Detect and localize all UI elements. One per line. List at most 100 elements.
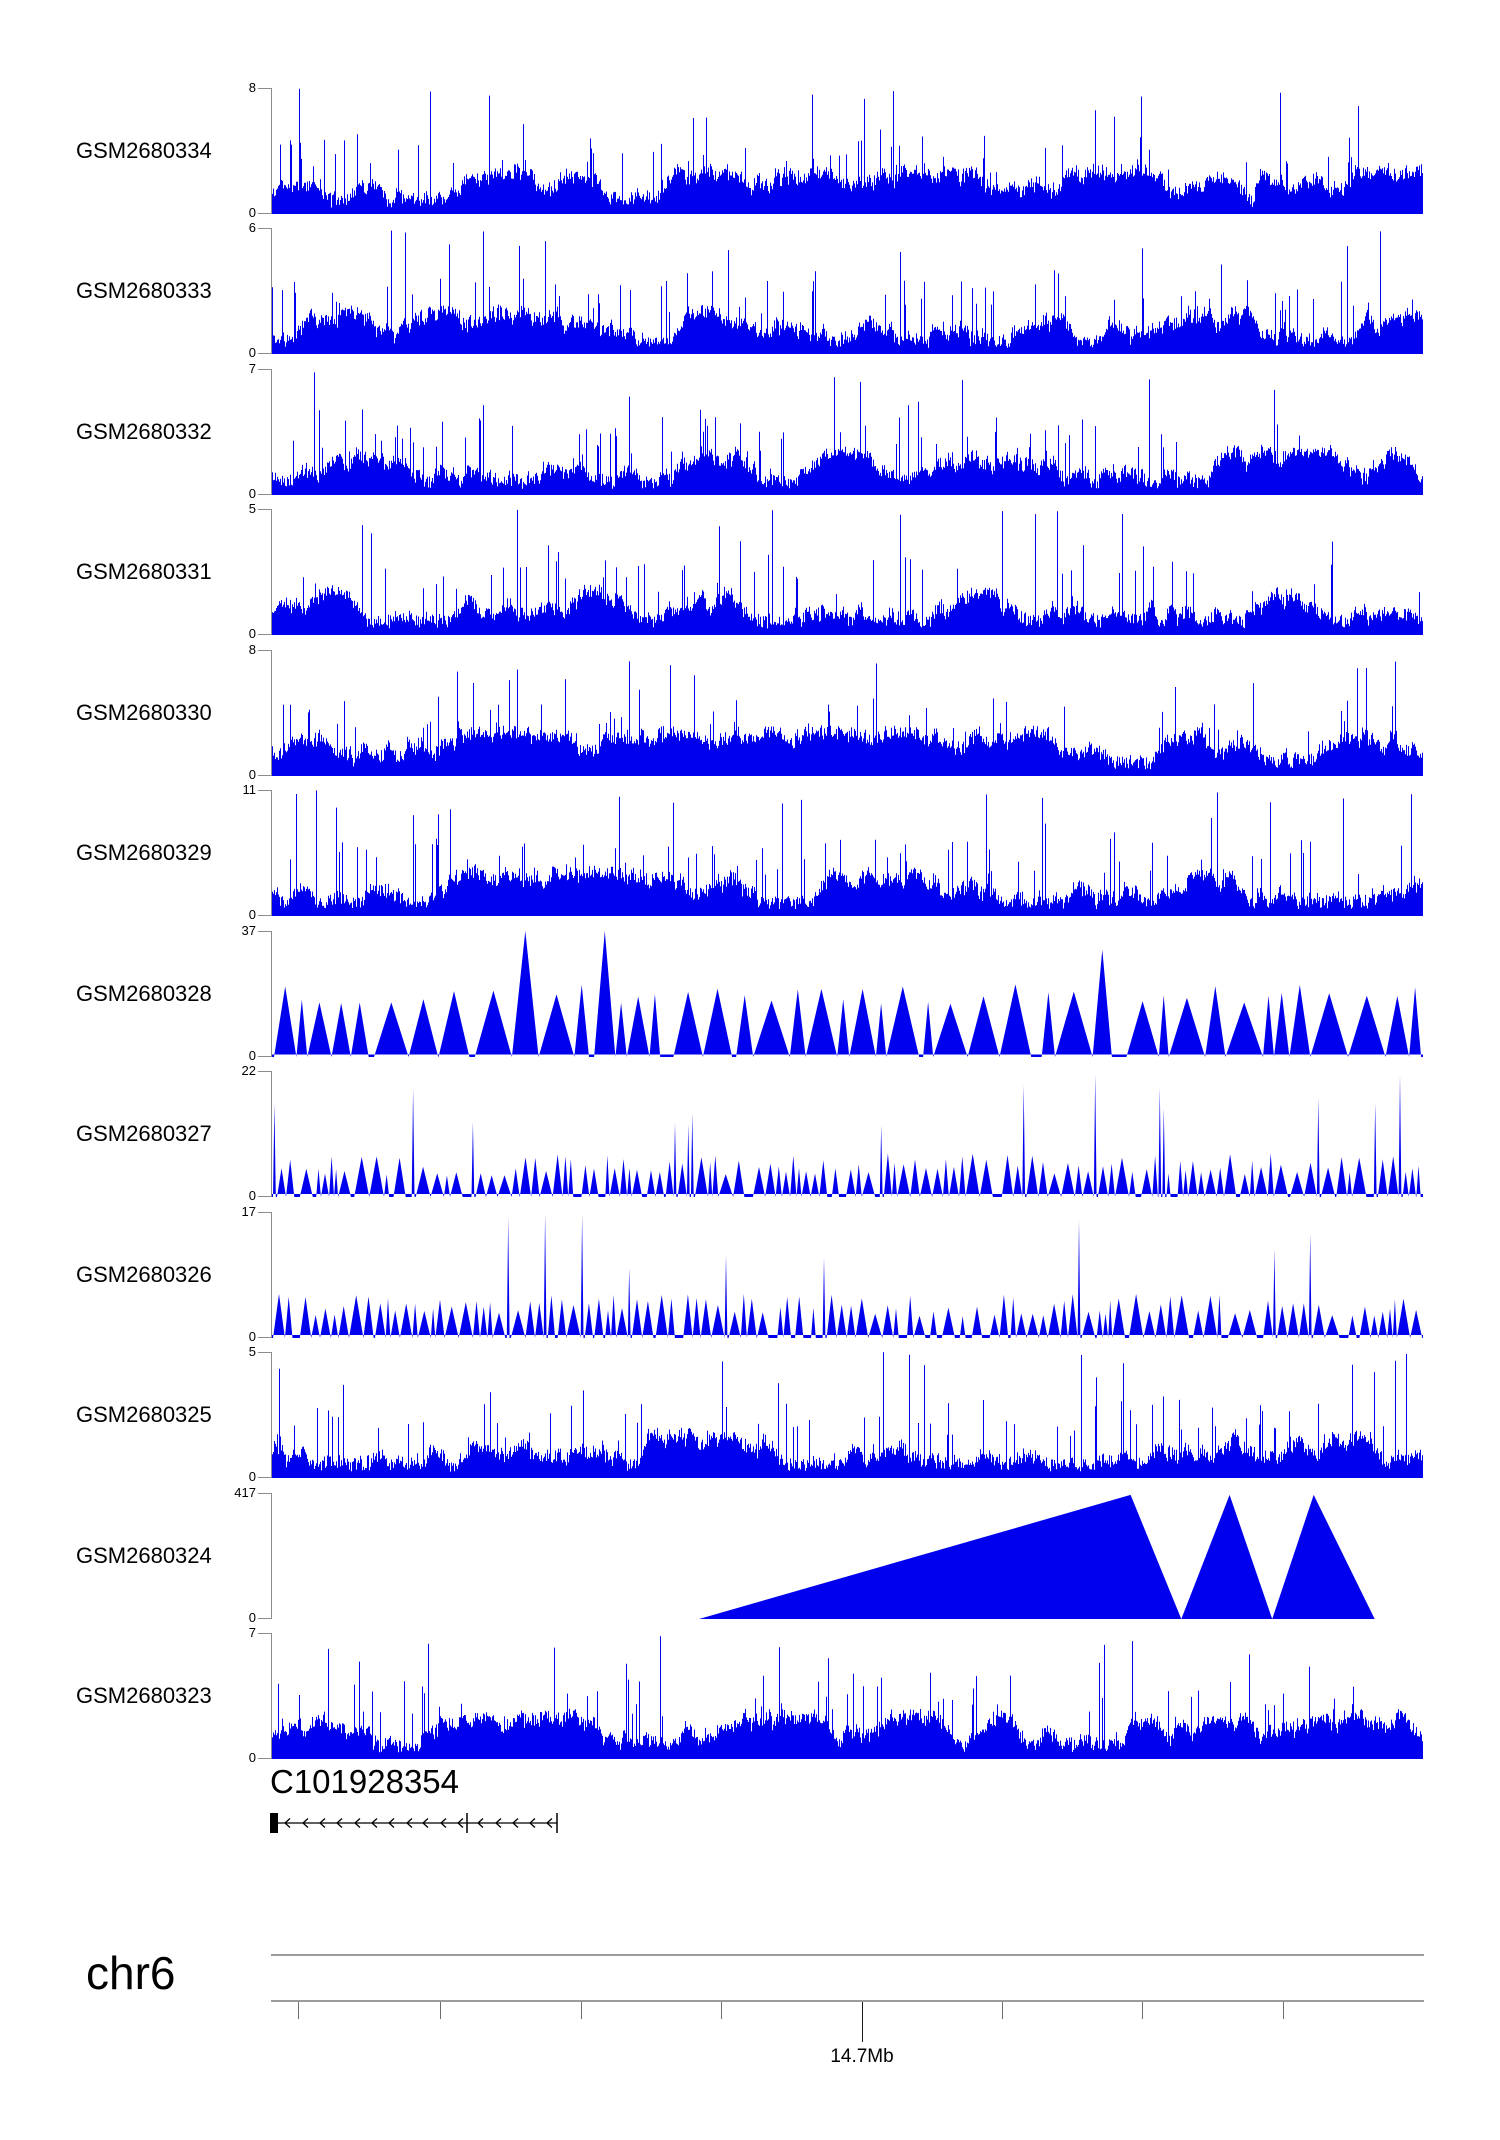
y-axis: [271, 509, 272, 635]
coverage-signal: [272, 1352, 1423, 1478]
coverage-signal: [272, 661, 1423, 776]
y-axis: [271, 1212, 272, 1338]
ruler-major-tick: [862, 2002, 863, 2042]
axis-baseline-label: 0: [248, 1610, 256, 1625]
y-axis-top-tick: [258, 509, 271, 510]
axis-baseline-label: 0: [248, 767, 256, 782]
y-axis-top-tick: [258, 1352, 271, 1353]
strand-arrow-icon: [457, 1818, 464, 1828]
axis-baseline-label: 0: [248, 1188, 256, 1203]
strand-arrow-icon: [422, 1818, 429, 1828]
position-label: 14.7Mb: [830, 2046, 894, 2067]
y-axis-top-tick: [258, 369, 271, 370]
ruler-minor-tick: [1002, 2002, 1003, 2019]
y-axis-top-tick: [258, 1633, 271, 1634]
y-axis-bottom-tick: [258, 1477, 271, 1478]
y-axis-bottom-tick: [258, 1337, 271, 1338]
y-axis: [271, 1493, 272, 1619]
y-axis-top-tick: [258, 790, 271, 791]
y-axis-bottom-tick: [258, 353, 271, 354]
ruler-bottom-line: [271, 2000, 1424, 2002]
y-axis: [271, 228, 272, 354]
axis-max-label: 5: [248, 501, 256, 516]
track-label: GSM2680334: [76, 138, 212, 163]
coverage-signal: [272, 88, 1423, 214]
ruler-minor-tick: [1283, 2002, 1284, 2019]
y-axis-top-tick: [258, 931, 271, 932]
axis-baseline-label: 0: [248, 907, 256, 922]
coverage-signal: [272, 790, 1423, 916]
axis-baseline-label: 0: [248, 1469, 256, 1484]
strand-arrow-icon: [477, 1818, 484, 1828]
strand-arrow-icon: [546, 1818, 553, 1828]
ruler-top-line: [271, 1954, 1424, 1956]
strand-arrow-icon: [529, 1818, 536, 1828]
coverage-signal: [699, 1494, 1375, 1619]
strand-arrow-icon: [406, 1818, 413, 1828]
y-axis: [271, 1633, 272, 1759]
axis-baseline-label: 0: [248, 205, 256, 220]
y-axis-bottom-tick: [258, 1618, 271, 1619]
track-label: GSM2680330: [76, 700, 212, 725]
strand-arrow-icon: [354, 1818, 361, 1828]
y-axis-bottom-tick: [258, 1758, 271, 1759]
coverage-signal: [272, 1213, 1423, 1338]
strand-arrow-icon: [319, 1818, 326, 1828]
ruler-minor-tick: [440, 2002, 441, 2019]
track-label: GSM2680326: [76, 1262, 212, 1287]
coverage-signal: [272, 1074, 1423, 1197]
y-axis: [271, 1071, 272, 1197]
y-axis-bottom-tick: [258, 494, 271, 495]
strand-arrow-icon: [284, 1818, 291, 1828]
strand-arrow-icon: [512, 1818, 519, 1828]
gene-exon-box: [270, 1813, 278, 1833]
y-axis-top-tick: [258, 1493, 271, 1494]
track-label: GSM2680328: [76, 981, 212, 1006]
gene-name-label: C101928354: [270, 1763, 460, 1800]
axis-max-label: 8: [248, 80, 256, 95]
strand-arrow-icon: [302, 1818, 309, 1828]
y-axis: [271, 1352, 272, 1478]
track-label: GSM2680327: [76, 1121, 212, 1146]
axis-max-label: 6: [248, 220, 256, 235]
track-label: GSM2680324: [76, 1543, 212, 1568]
y-axis-bottom-tick: [258, 1196, 271, 1197]
y-axis-bottom-tick: [258, 1056, 271, 1057]
axis-baseline-label: 0: [248, 345, 256, 360]
chromosome-label: chr6: [86, 1947, 176, 1999]
axis-max-label: 7: [248, 1625, 256, 1640]
gene-model: [270, 1813, 558, 1833]
y-axis-top-tick: [258, 1071, 271, 1072]
axis-max-label: 8: [248, 642, 256, 657]
coverage-signal: [272, 509, 1423, 635]
coverage-signal: [272, 1636, 1423, 1759]
y-axis: [271, 931, 272, 1057]
axis-max-label: 5: [248, 1344, 256, 1359]
track-label: GSM2680332: [76, 419, 212, 444]
y-axis-top-tick: [258, 228, 271, 229]
coverage-signal: [272, 230, 1423, 354]
axis-max-label: 7: [248, 361, 256, 376]
strand-arrow-icon: [495, 1818, 502, 1828]
y-axis-top-tick: [258, 88, 271, 89]
ruler-minor-tick: [721, 2002, 722, 2019]
ruler-minor-tick: [298, 2002, 299, 2019]
strand-arrow-icon: [440, 1818, 447, 1828]
y-axis: [271, 88, 272, 214]
track-label: GSM2680325: [76, 1402, 212, 1427]
y-axis-bottom-tick: [258, 634, 271, 635]
y-axis-bottom-tick: [258, 915, 271, 916]
track-label: GSM2680331: [76, 559, 212, 584]
axis-max-label: 22: [241, 1063, 256, 1078]
coverage-signal: [272, 931, 1423, 1057]
axis-baseline-label: 0: [248, 1048, 256, 1063]
y-axis: [271, 650, 272, 776]
axis-baseline-label: 0: [248, 486, 256, 501]
axis-baseline-label: 0: [248, 1750, 256, 1765]
y-axis-top-tick: [258, 650, 271, 651]
track-label: GSM2680329: [76, 840, 212, 865]
y-axis-bottom-tick: [258, 213, 271, 214]
axis-baseline-label: 0: [248, 626, 256, 641]
axis-max-label: 17: [241, 1204, 256, 1219]
